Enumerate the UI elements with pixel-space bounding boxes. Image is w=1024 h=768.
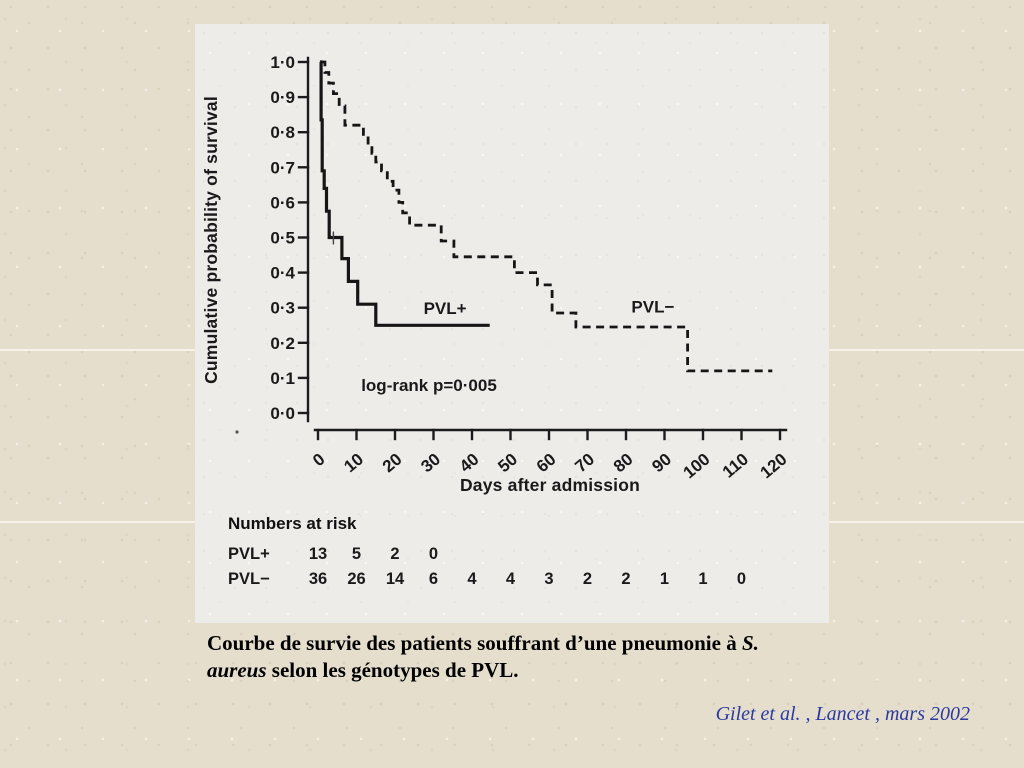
curve-label-pvl-positive: PVL+ [424,299,467,318]
at-risk-value: 6 [429,570,438,588]
y-tick-label: 0·1 [270,369,295,388]
caption-text: Courbe de survie des patients souffrant … [207,631,742,655]
y-tick-label: 0·4 [270,264,295,283]
caption: Courbe de survie des patients souffrant … [207,630,827,684]
y-tick-label: 0·8 [270,123,295,142]
at-risk-row-label: PVL+ [228,545,270,563]
at-risk-row-label: PVL− [228,570,270,588]
x-tick-label: 80 [610,450,637,477]
scan-speck [235,430,239,434]
curve-pvl-positive [319,60,490,327]
x-axis-title: Days after admission [460,475,640,495]
caption-text: selon les génotypes de PVL. [266,658,519,682]
caption-line-1: Courbe de survie des patients souffrant … [207,630,827,657]
x-tick-label: 40 [456,450,483,477]
x-tick-label: 90 [648,450,675,477]
log-rank-annotation: log-rank p=0·005 [361,376,497,395]
source-credit: Gilet et al. , Lancet , mars 2002 [715,703,970,725]
x-tick-label: 120 [757,450,791,483]
at-risk-value: 2 [390,545,399,563]
x-tick-label: 70 [571,450,598,477]
y-tick-label: 0·5 [270,229,295,248]
curve-pvl-negative [321,60,773,373]
y-tick-label: 0·0 [270,404,295,423]
at-risk-value: 1 [660,570,669,588]
at-risk-value: 26 [347,570,365,588]
kaplan-meier-chart: 1·00·90·80·70·60·50·40·30·20·10·00 10 20 30… [201,53,791,588]
caption-species-italic: S. [741,631,759,655]
y-tick-label: 0·6 [270,193,295,212]
at-risk-value: 0 [429,545,438,563]
curve-label-pvl-negative: PVL− [631,297,674,316]
caption-species-italic: aureus [207,658,267,682]
numbers-at-risk-title: Numbers at risk [228,514,357,533]
x-tick-label: 20 [379,450,406,477]
y-tick-label: 0·3 [270,299,295,318]
at-risk-value: 5 [352,545,361,563]
x-tick-label: 110 [719,450,752,482]
x-tick-label: 10 [340,450,367,477]
at-risk-value: 0 [737,570,746,588]
y-axis-title: Cumulative probability of survival [201,96,221,384]
survival-figure-scan: 1·0 0·9 0·8 0·7 0·6 0·5 0·4 0·3 0·2 0·1 0·0 0 10 20 30… [195,24,829,623]
at-risk-value: 13 [309,545,327,563]
x-tick-label: 0 [309,450,328,471]
at-risk-value: 2 [621,570,630,588]
at-risk-value: 1 [698,570,707,588]
at-risk-value: 14 [386,570,405,588]
at-risk-value: 2 [583,570,592,588]
x-tick-label: 50 [494,450,521,477]
caption-line-2: aureus selon les génotypes de PVL. [207,657,827,684]
x-tick-label: 60 [533,450,560,477]
x-tick-label: 100 [680,450,714,483]
y-tick-label: 0·7 [270,158,295,177]
x-tick-label: 30 [417,450,444,477]
at-risk-value: 36 [309,570,327,588]
at-risk-value: 4 [506,570,516,588]
at-risk-value: 3 [544,570,553,588]
y-tick-label: 1·0 [270,53,295,72]
at-risk-value: 4 [467,570,477,588]
y-tick-label: 0·9 [270,88,295,107]
y-tick-label: 0·2 [270,334,295,353]
